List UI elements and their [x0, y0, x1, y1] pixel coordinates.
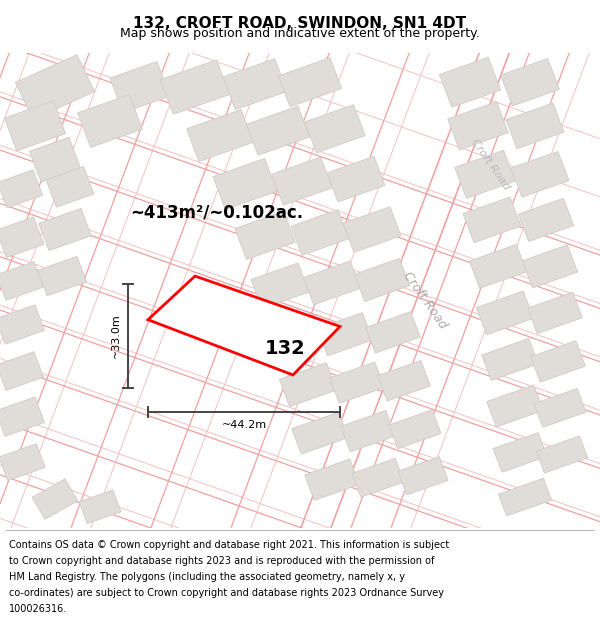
- Polygon shape: [463, 197, 521, 242]
- Polygon shape: [291, 209, 349, 256]
- Polygon shape: [448, 102, 508, 150]
- Polygon shape: [365, 312, 421, 353]
- Polygon shape: [110, 61, 170, 112]
- Polygon shape: [305, 104, 365, 153]
- Polygon shape: [0, 261, 44, 301]
- Polygon shape: [527, 292, 583, 334]
- Text: 132, CROFT ROAD, SWINDON, SN1 4DT: 132, CROFT ROAD, SWINDON, SN1 4DT: [133, 16, 467, 31]
- Polygon shape: [352, 458, 404, 497]
- Polygon shape: [398, 457, 448, 495]
- Polygon shape: [16, 54, 95, 119]
- Polygon shape: [251, 263, 309, 309]
- Polygon shape: [278, 58, 341, 107]
- Polygon shape: [29, 138, 80, 182]
- Polygon shape: [305, 459, 359, 501]
- Text: Croft Road: Croft Road: [469, 138, 511, 192]
- Text: co-ordinates) are subject to Crown copyright and database rights 2023 Ordnance S: co-ordinates) are subject to Crown copyr…: [9, 588, 444, 598]
- Polygon shape: [0, 170, 43, 208]
- Polygon shape: [247, 106, 310, 155]
- Polygon shape: [0, 352, 44, 391]
- Polygon shape: [39, 208, 91, 251]
- Polygon shape: [506, 103, 564, 149]
- Text: Croft Road: Croft Road: [401, 269, 449, 331]
- Text: Map shows position and indicative extent of the property.: Map shows position and indicative extent…: [120, 27, 480, 40]
- Polygon shape: [530, 341, 586, 382]
- Polygon shape: [536, 436, 588, 473]
- Polygon shape: [518, 198, 574, 241]
- Polygon shape: [0, 305, 44, 344]
- Polygon shape: [304, 261, 361, 305]
- Polygon shape: [511, 151, 569, 197]
- Polygon shape: [487, 385, 543, 427]
- Polygon shape: [343, 207, 401, 252]
- Polygon shape: [235, 211, 295, 259]
- Polygon shape: [148, 276, 340, 375]
- Text: 132: 132: [265, 339, 305, 358]
- Polygon shape: [377, 361, 430, 401]
- Polygon shape: [327, 156, 385, 202]
- Polygon shape: [160, 60, 230, 114]
- Polygon shape: [213, 159, 277, 209]
- Polygon shape: [0, 217, 44, 258]
- Polygon shape: [389, 410, 441, 449]
- Polygon shape: [455, 150, 515, 198]
- Polygon shape: [32, 479, 78, 519]
- Polygon shape: [317, 312, 373, 356]
- Polygon shape: [223, 59, 287, 109]
- Polygon shape: [4, 101, 65, 151]
- Polygon shape: [439, 58, 500, 108]
- Polygon shape: [77, 94, 142, 148]
- Text: Contains OS data © Crown copyright and database right 2021. This information is : Contains OS data © Crown copyright and d…: [9, 540, 449, 550]
- Polygon shape: [79, 490, 121, 524]
- Text: HM Land Registry. The polygons (including the associated geometry, namely x, y: HM Land Registry. The polygons (includin…: [9, 572, 405, 582]
- Polygon shape: [355, 258, 410, 302]
- Polygon shape: [476, 291, 533, 335]
- Polygon shape: [272, 157, 332, 205]
- Polygon shape: [523, 245, 578, 288]
- Polygon shape: [534, 389, 586, 428]
- Polygon shape: [500, 58, 559, 106]
- Polygon shape: [329, 362, 385, 403]
- Polygon shape: [493, 432, 547, 472]
- Text: to Crown copyright and database rights 2023 and is reproduced with the permissio: to Crown copyright and database rights 2…: [9, 556, 434, 566]
- Text: ~33.0m: ~33.0m: [111, 313, 121, 358]
- Polygon shape: [37, 256, 86, 296]
- Polygon shape: [341, 411, 395, 452]
- Polygon shape: [292, 412, 348, 454]
- Text: ~413m²/~0.102ac.: ~413m²/~0.102ac.: [130, 203, 303, 221]
- Polygon shape: [280, 362, 337, 407]
- Polygon shape: [0, 397, 44, 436]
- Polygon shape: [482, 338, 538, 381]
- Polygon shape: [46, 167, 94, 208]
- Polygon shape: [499, 478, 551, 516]
- Text: 100026316.: 100026316.: [9, 604, 67, 614]
- Polygon shape: [266, 314, 323, 358]
- Polygon shape: [469, 244, 527, 288]
- Polygon shape: [0, 444, 45, 481]
- Polygon shape: [187, 109, 253, 161]
- Text: ~44.2m: ~44.2m: [221, 419, 266, 429]
